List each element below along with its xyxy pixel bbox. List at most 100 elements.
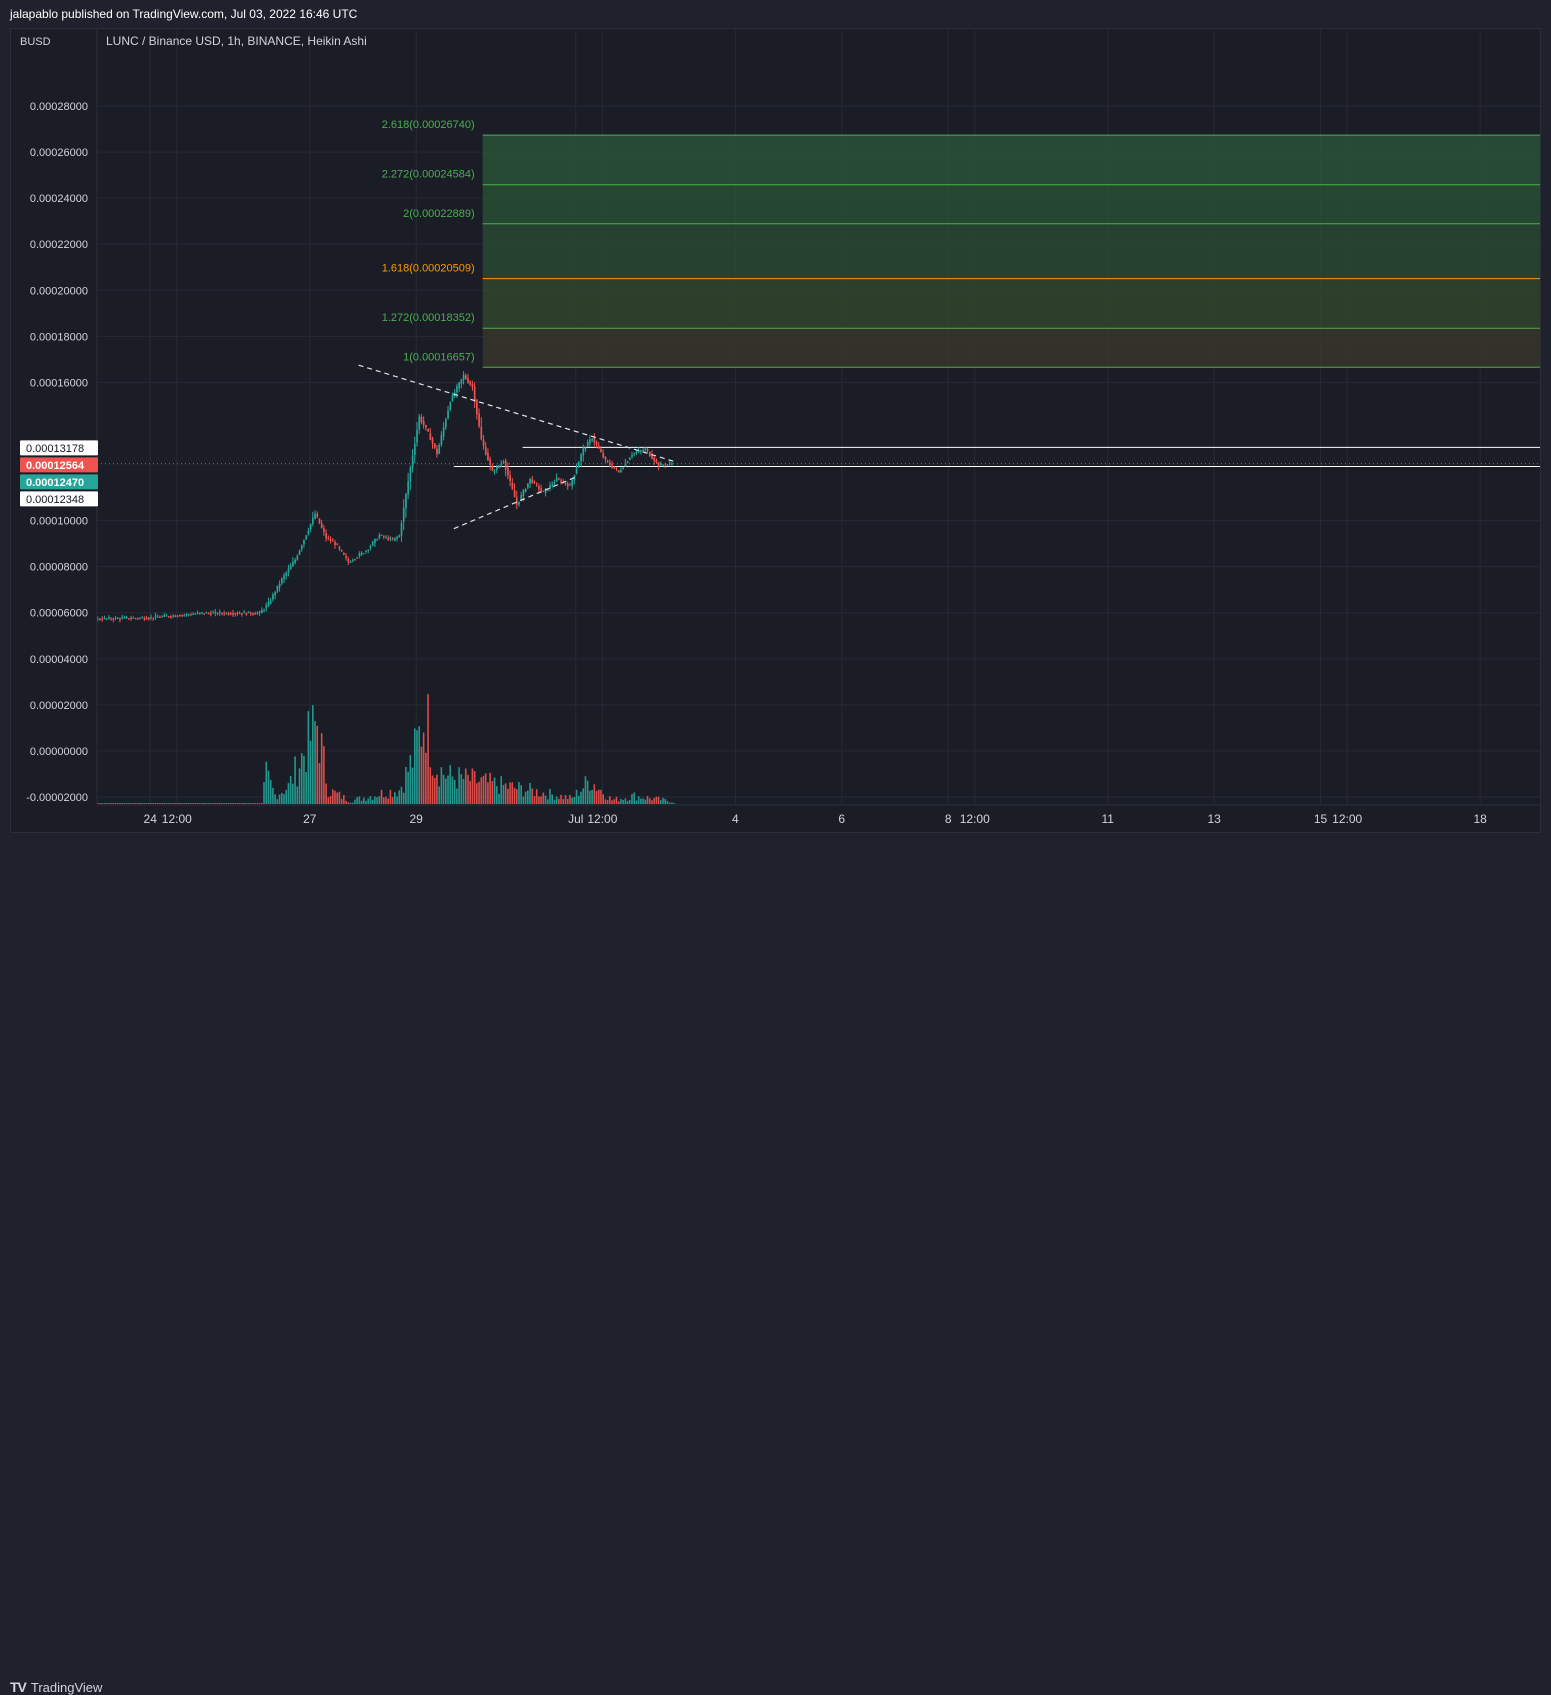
volume-bar bbox=[400, 786, 403, 804]
candle-body bbox=[467, 378, 469, 383]
candle-body bbox=[413, 443, 416, 455]
volume-bar bbox=[280, 792, 283, 804]
volume-bar bbox=[507, 788, 509, 804]
volume-bar bbox=[165, 803, 168, 804]
volume-bar bbox=[589, 790, 591, 804]
candle-body bbox=[564, 482, 567, 485]
volume-bar bbox=[192, 803, 194, 804]
candle-body bbox=[597, 445, 600, 449]
volume-bar bbox=[249, 803, 252, 804]
trend-line[interactable] bbox=[358, 364, 674, 462]
price-tag-box bbox=[20, 474, 98, 490]
volume-bar bbox=[571, 797, 573, 804]
volume-bar bbox=[283, 794, 285, 804]
candle-body bbox=[249, 613, 252, 615]
volume-bar bbox=[347, 802, 350, 804]
volume-bar bbox=[551, 794, 554, 804]
candle-body bbox=[653, 457, 656, 462]
candle-body bbox=[566, 483, 569, 487]
candle-body bbox=[456, 386, 458, 393]
triangle-pattern[interactable] bbox=[358, 364, 674, 530]
volume-bar bbox=[334, 790, 336, 804]
volume-bar bbox=[256, 803, 259, 804]
volume-bar bbox=[272, 787, 274, 804]
candle-body bbox=[582, 448, 585, 456]
candle-body bbox=[551, 484, 554, 487]
tradingview-logo[interactable]: TV TradingView bbox=[10, 1679, 102, 1695]
volume-bar bbox=[487, 782, 489, 804]
volume-bar bbox=[201, 803, 203, 804]
volume-bar bbox=[307, 711, 310, 804]
volume-bar bbox=[480, 777, 483, 804]
price-axis-background bbox=[11, 30, 97, 805]
candle-body bbox=[657, 462, 660, 467]
volume-bar bbox=[515, 789, 518, 804]
volume-bar bbox=[179, 803, 181, 804]
volume-bar bbox=[382, 797, 385, 804]
trend-line[interactable] bbox=[453, 475, 579, 530]
volume-bar bbox=[167, 803, 170, 804]
fib-level-label: 2.618(0.00026740) bbox=[382, 119, 475, 131]
candle-body bbox=[606, 460, 609, 462]
candle-body bbox=[108, 617, 110, 619]
candle-body bbox=[394, 537, 396, 541]
volume-bar bbox=[296, 786, 299, 804]
volume-bar bbox=[440, 767, 443, 804]
candle-body bbox=[371, 541, 374, 546]
volume-bar bbox=[378, 796, 381, 804]
volume-bar bbox=[128, 803, 130, 804]
time-axis[interactable]: 24 12:00 27 29 Jul 12:00 4 6 8 12:00 11 13 15 12:00 18 bbox=[97, 804, 1540, 826]
candle-body bbox=[558, 479, 560, 481]
candle-body bbox=[569, 484, 571, 486]
candle-body bbox=[460, 379, 463, 384]
volume-bar bbox=[236, 803, 239, 804]
price-chart[interactable]: 2.618(0.00026740) 2.272(0.00024584) 2(0.00… bbox=[0, 0, 1551, 868]
volume-bar bbox=[478, 781, 480, 804]
candle-body bbox=[285, 572, 288, 577]
volume-bar bbox=[624, 798, 627, 804]
candle-body bbox=[345, 555, 347, 558]
volume-bar bbox=[103, 803, 106, 804]
candle-body bbox=[343, 552, 345, 555]
candle-body bbox=[307, 530, 310, 535]
candle-body bbox=[360, 552, 363, 555]
symbol-line[interactable]: LUNC / Binance USD, 1h, BINANCE, Heikin … bbox=[106, 34, 367, 48]
candle-body bbox=[305, 535, 308, 540]
time-tick-label: 6 bbox=[838, 812, 845, 826]
candle-body bbox=[216, 613, 219, 615]
candle-body bbox=[280, 578, 283, 584]
volume-bar bbox=[655, 796, 658, 804]
candle-body bbox=[462, 374, 465, 380]
volume-bar bbox=[97, 803, 99, 804]
candle-body bbox=[303, 539, 305, 545]
candle-body bbox=[407, 481, 410, 495]
candle-body bbox=[668, 463, 671, 465]
volume-bar bbox=[376, 797, 378, 804]
candle-body bbox=[418, 416, 421, 430]
candle-body bbox=[433, 443, 436, 448]
publisher-bar: jalapablo published on TradingView.com, … bbox=[0, 0, 1551, 28]
volume-bar bbox=[500, 776, 503, 804]
volume-bar bbox=[584, 776, 587, 804]
fib-extension[interactable]: 2.618(0.00026740) 2.272(0.00024584) 2(0.00… bbox=[382, 119, 1540, 368]
volume-bar bbox=[187, 803, 190, 804]
candle-body bbox=[489, 459, 492, 465]
price-axis[interactable]: 0.00028000 0.00026000 0.00024000 0.00022000… bbox=[11, 30, 98, 805]
candle-body bbox=[595, 441, 598, 445]
candle-body bbox=[637, 450, 640, 453]
horizontal-lines[interactable] bbox=[97, 446, 1540, 468]
candle-body bbox=[535, 483, 538, 485]
volume-bar bbox=[161, 803, 163, 804]
volume-bar bbox=[356, 797, 358, 804]
volume-bar bbox=[207, 803, 210, 804]
time-tick-label: 12:00 bbox=[162, 812, 192, 826]
candle-body bbox=[258, 611, 261, 614]
candle-body bbox=[298, 550, 301, 555]
volume-bar bbox=[535, 789, 538, 804]
volume-bar bbox=[99, 803, 101, 804]
candle-body bbox=[382, 536, 385, 538]
candle-body bbox=[134, 618, 137, 620]
price-tags: 0.00013178 0.00012564 0.00012470 0.00012348 bbox=[20, 440, 98, 507]
volume-bar bbox=[635, 800, 638, 804]
candle-body bbox=[139, 617, 141, 619]
